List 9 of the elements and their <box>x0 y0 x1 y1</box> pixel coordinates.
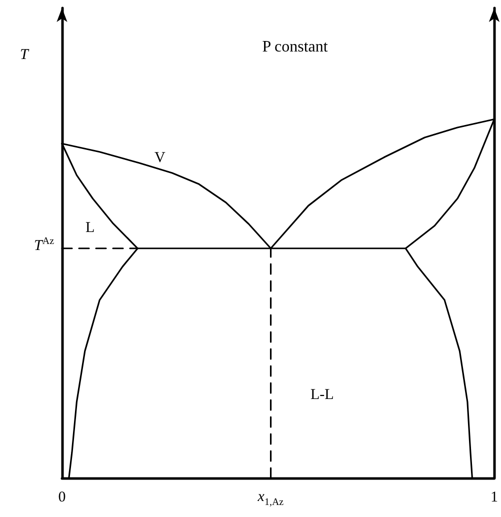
annotation: V <box>154 150 166 166</box>
x-tick-label: 1 <box>490 490 498 506</box>
y-axis-title: T <box>20 47 30 63</box>
chart-title: P constant <box>262 38 328 56</box>
x-tick-label: 0 <box>58 490 66 506</box>
annotation: L-L <box>310 386 334 402</box>
annotation: x$_{1,Az}$ <box>258 489 284 508</box>
annotation: L <box>86 220 95 236</box>
annotation: T$^{Az}$ <box>34 236 54 254</box>
